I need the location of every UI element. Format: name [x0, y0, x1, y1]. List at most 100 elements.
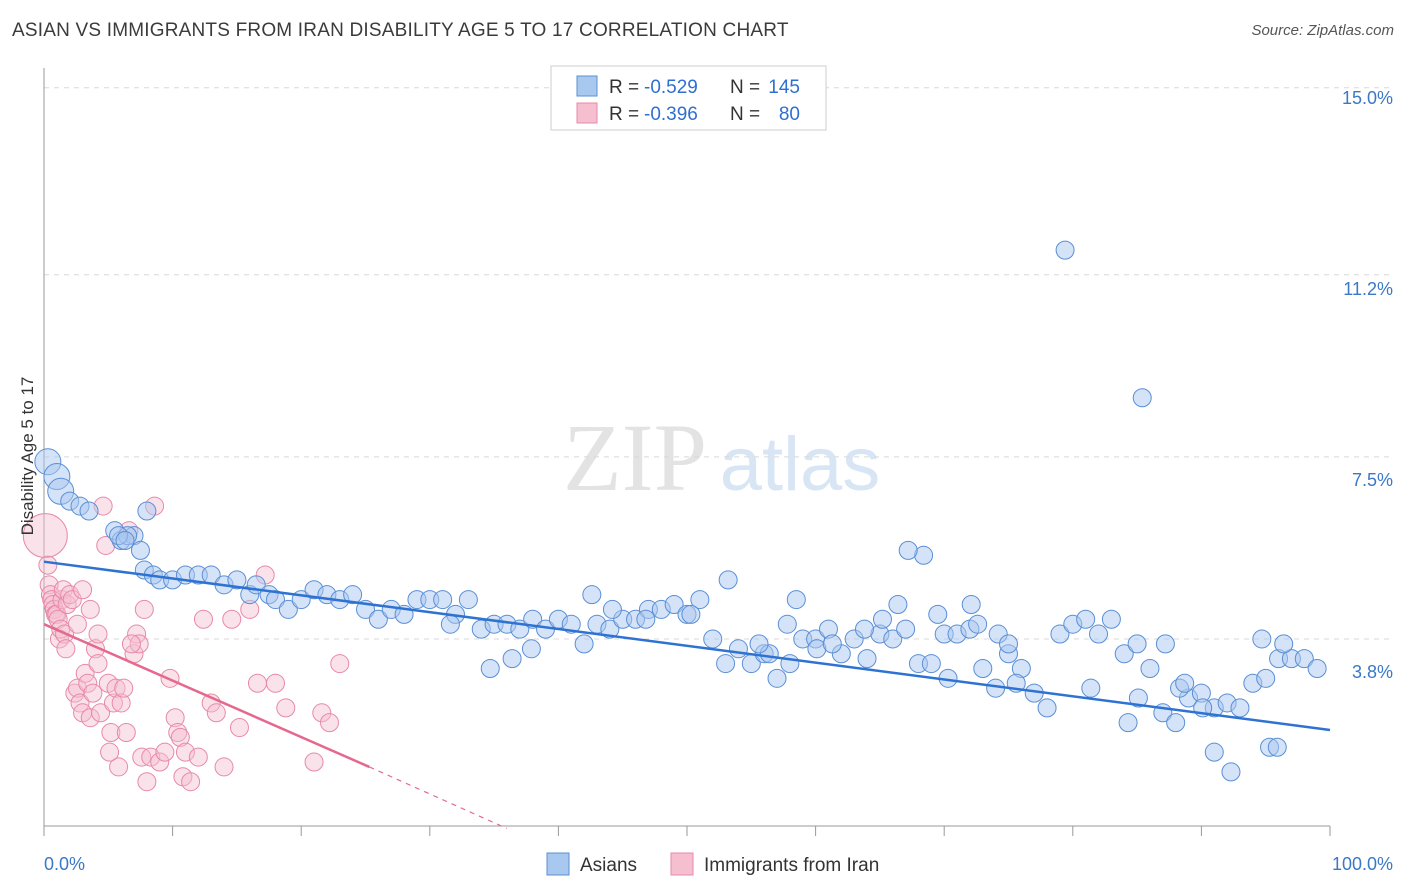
asian-point	[130, 540, 150, 560]
iran-points	[22, 496, 350, 792]
bottom-legend-iran: Immigrants from Iran	[704, 855, 879, 876]
asian-point	[602, 599, 622, 619]
asian-point	[368, 609, 388, 629]
iran-point	[214, 757, 234, 777]
iran-point	[116, 722, 136, 742]
iran-point	[73, 580, 93, 600]
iran-point	[111, 693, 131, 713]
asian-point	[1050, 624, 1070, 644]
iran-point	[106, 678, 126, 698]
asian-point	[265, 590, 285, 610]
asian-point	[1175, 673, 1195, 693]
iran-point	[88, 654, 108, 674]
iran-point	[109, 757, 129, 777]
asian-point	[767, 668, 787, 688]
y-axis-label: Disability Age 5 to 17	[18, 377, 37, 536]
source-label: Source: ZipAtlas.com	[1251, 22, 1394, 39]
iran-point	[60, 585, 80, 605]
iran-point	[150, 752, 170, 772]
gridlines	[44, 87, 1393, 640]
asian-point	[999, 634, 1018, 654]
asian-point	[574, 634, 594, 654]
trend-lines	[43, 560, 1331, 830]
iran-point	[247, 673, 267, 693]
iran-point	[100, 742, 120, 762]
asian-point	[1294, 649, 1314, 669]
bottom-legend-swatch-asian	[546, 852, 570, 876]
asian-point	[883, 629, 903, 649]
asian-point	[1252, 629, 1272, 649]
legend-r-value: -0.529	[644, 77, 698, 98]
asian-point	[1055, 240, 1075, 260]
asian-point	[921, 654, 941, 674]
asian-point	[502, 649, 522, 669]
iran-trend-extension	[369, 766, 508, 830]
iran-point	[88, 624, 108, 644]
asian-point	[636, 609, 656, 629]
legend-n-label: N =	[730, 77, 760, 98]
iran-point	[103, 693, 123, 713]
bottom-legend: Asians Immigrants from Iran	[546, 852, 879, 876]
asian-point	[703, 629, 723, 649]
bottom-legend-asian: Asians	[580, 855, 637, 876]
iran-point	[62, 590, 82, 610]
legend-n-value: 145	[768, 77, 800, 98]
asian-point	[1081, 678, 1101, 698]
iran-point	[175, 742, 195, 762]
iran-point	[114, 678, 134, 698]
asian-point	[1267, 737, 1287, 757]
iran-point	[165, 708, 185, 728]
asian-point	[857, 649, 877, 669]
x-tick-label: 0.0%	[44, 854, 85, 874]
iran-point	[67, 614, 87, 634]
asian-point	[1132, 388, 1152, 408]
iran-point	[168, 722, 188, 742]
asian-point	[1155, 634, 1175, 654]
asian-point	[1204, 742, 1224, 762]
asian-point	[521, 639, 541, 659]
asian-point	[115, 531, 135, 551]
iran-point	[80, 708, 100, 728]
asian-point	[440, 614, 460, 634]
iran-point	[155, 742, 175, 762]
iran-point	[170, 727, 190, 747]
asian-point	[1274, 634, 1294, 654]
asian-point	[1037, 698, 1057, 718]
iran-point	[121, 634, 141, 654]
asian-point	[600, 619, 620, 639]
bottom-legend-swatch-iran	[670, 852, 694, 876]
asian-point	[1166, 713, 1186, 733]
y-tick-label: 3.8%	[1352, 662, 1393, 682]
asian-points	[34, 240, 1327, 782]
iran-point	[276, 698, 296, 718]
chart-title: ASIAN VS IMMIGRANTS FROM IRAN DISABILITY…	[12, 20, 789, 41]
asian-point	[523, 609, 543, 629]
iran-point	[319, 713, 339, 733]
legend-r-label: R =	[609, 77, 639, 98]
asian-point	[1128, 688, 1148, 708]
iran-point	[129, 634, 149, 654]
asian-point	[872, 609, 892, 629]
iran-point	[56, 639, 76, 659]
iran-point	[78, 673, 98, 693]
asian-point	[1076, 609, 1096, 629]
asian-point	[822, 634, 842, 654]
asian-point	[898, 540, 918, 560]
asian-point	[480, 658, 500, 678]
asian-point	[854, 619, 874, 639]
asian-point	[582, 585, 602, 605]
watermark-atlas: atlas	[720, 422, 881, 507]
iran-point	[193, 609, 213, 629]
asian-point	[458, 590, 478, 610]
asian-point	[1230, 698, 1250, 718]
asian-point	[716, 654, 736, 674]
iran-point	[22, 513, 68, 559]
iran-trend-line	[43, 623, 370, 769]
asian-point	[777, 614, 797, 634]
asian-point	[137, 501, 157, 521]
legend-n-value: 80	[779, 104, 800, 125]
iran-point	[39, 575, 59, 595]
asian-point	[690, 590, 710, 610]
asian-point	[278, 599, 298, 619]
iran-point	[312, 703, 332, 723]
